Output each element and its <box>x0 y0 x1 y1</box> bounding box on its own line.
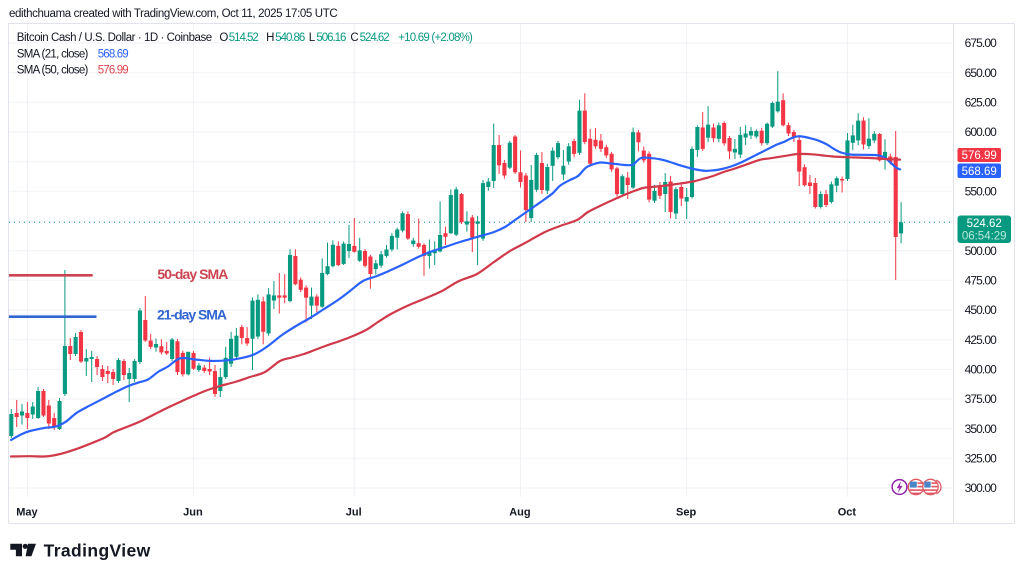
svg-text:514.52: 514.52 <box>229 32 259 44</box>
svg-text:Jul: Jul <box>346 507 362 519</box>
svg-text:576.99: 576.99 <box>98 64 129 76</box>
svg-text:Oct: Oct <box>838 507 857 519</box>
svg-text:600.00: 600.00 <box>965 125 998 139</box>
svg-text:568.69: 568.69 <box>98 48 129 60</box>
svg-text:540.86: 540.86 <box>275 32 305 44</box>
svg-text:568.69: 568.69 <box>962 166 997 178</box>
svg-text:375.00: 375.00 <box>965 392 998 406</box>
svg-text:625.00: 625.00 <box>965 96 998 110</box>
svg-text:L: L <box>309 32 316 44</box>
svg-text:400.00: 400.00 <box>965 363 998 377</box>
svg-text:524.62: 524.62 <box>967 218 1002 230</box>
svg-text:O: O <box>219 32 228 44</box>
svg-text:edithchuama created with Tradi: edithchuama created with TradingView.com… <box>9 8 338 20</box>
svg-text:524.62: 524.62 <box>360 32 390 44</box>
svg-text:425.00: 425.00 <box>965 333 998 347</box>
svg-text:550.00: 550.00 <box>965 185 998 199</box>
svg-text:TradingView: TradingView <box>44 540 151 560</box>
svg-text:675.00: 675.00 <box>965 36 998 50</box>
svg-text:C: C <box>350 32 358 44</box>
svg-text:50-day SMA: 50-day SMA <box>157 266 228 282</box>
svg-text:650.00: 650.00 <box>965 66 998 80</box>
svg-text:325.00: 325.00 <box>965 452 998 466</box>
svg-text:+10.69 (+2.08%): +10.69 (+2.08%) <box>398 32 473 44</box>
svg-text:Bitcoin Cash / U.S. Dollar · 1: Bitcoin Cash / U.S. Dollar · 1D · Coinba… <box>17 32 212 44</box>
svg-text:450.00: 450.00 <box>965 303 998 317</box>
svg-text:500.00: 500.00 <box>965 244 998 258</box>
svg-text:Jun: Jun <box>183 507 203 519</box>
svg-text:Aug: Aug <box>509 507 530 519</box>
svg-text:06:54:29: 06:54:29 <box>962 231 1007 243</box>
svg-text:Sep: Sep <box>676 507 696 519</box>
svg-text:21-day SMA: 21-day SMA <box>157 306 227 322</box>
svg-text:350.00: 350.00 <box>965 422 998 436</box>
svg-text:SMA (21, close): SMA (21, close) <box>17 48 89 60</box>
svg-text:506.16: 506.16 <box>316 32 346 44</box>
svg-text:300.00: 300.00 <box>965 481 998 495</box>
svg-text:475.00: 475.00 <box>965 274 998 288</box>
svg-text:576.99: 576.99 <box>962 150 997 162</box>
svg-text:SMA (50, close): SMA (50, close) <box>17 64 89 76</box>
svg-text:H: H <box>266 32 274 44</box>
svg-text:May: May <box>16 507 38 519</box>
